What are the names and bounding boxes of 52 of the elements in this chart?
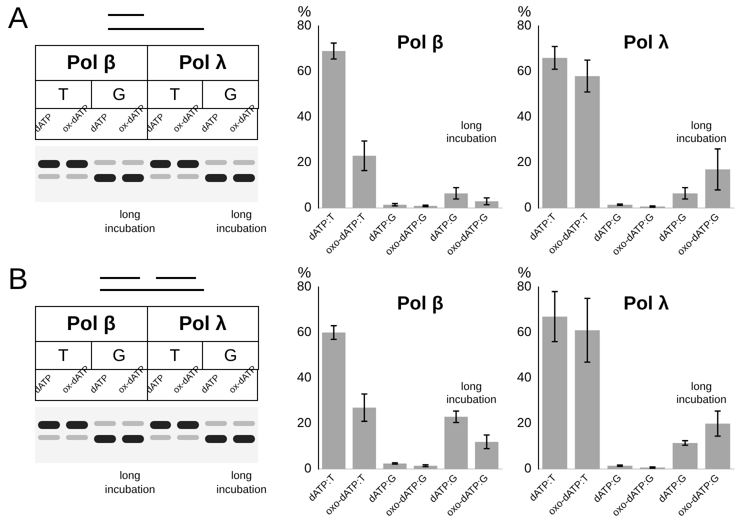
text: Pol λ bbox=[146, 306, 259, 342]
chart-title: Pol λ bbox=[624, 294, 670, 315]
bar bbox=[475, 442, 498, 470]
bar bbox=[574, 76, 600, 208]
y-tick-label: 0 bbox=[304, 200, 312, 215]
bar bbox=[574, 330, 600, 470]
chart-title: Pol β bbox=[397, 294, 444, 315]
y-tick-label: 40 bbox=[296, 370, 312, 385]
bar bbox=[352, 156, 376, 208]
y-tick-label: 40 bbox=[296, 108, 312, 124]
text: long incubation bbox=[215, 469, 268, 497]
text: Pol β bbox=[35, 306, 148, 342]
y-tick-label: 60 bbox=[516, 63, 532, 78]
y-tick-label: 20 bbox=[516, 415, 532, 430]
y-tick-label: 60 bbox=[516, 324, 532, 340]
bar bbox=[322, 51, 346, 208]
text: Pol λ bbox=[146, 45, 259, 81]
chart-title: Pol λ bbox=[624, 32, 670, 54]
chart-title: Pol β bbox=[397, 32, 444, 54]
bar bbox=[607, 204, 632, 208]
bar bbox=[672, 193, 698, 208]
y-tick-label: 20 bbox=[516, 154, 532, 170]
annotation: long incubation bbox=[676, 120, 726, 146]
text: long incubation bbox=[104, 208, 156, 236]
bar bbox=[352, 408, 376, 470]
bar bbox=[607, 466, 632, 470]
y-tick-label: 60 bbox=[296, 63, 312, 78]
y-tick-label: 0 bbox=[304, 460, 312, 476]
bar bbox=[444, 416, 468, 470]
y-tick-label: 0 bbox=[524, 460, 532, 476]
text: long incubation bbox=[215, 208, 268, 236]
bar bbox=[444, 193, 468, 208]
y-tick-label: 40 bbox=[516, 108, 532, 124]
bar bbox=[383, 463, 407, 470]
text: Pol β bbox=[35, 45, 148, 81]
bar bbox=[705, 169, 730, 208]
bar bbox=[542, 316, 568, 470]
annotation: long incubation bbox=[446, 381, 496, 406]
bar bbox=[705, 424, 730, 470]
text: B bbox=[8, 263, 28, 297]
y-tick-label: 20 bbox=[296, 415, 312, 430]
annotation: long incubation bbox=[446, 120, 496, 146]
text: A bbox=[8, 2, 28, 36]
bar bbox=[322, 332, 346, 470]
y-tick-label: 20 bbox=[296, 154, 312, 170]
y-tick-label: 60 bbox=[296, 324, 312, 340]
annotation: long incubation bbox=[676, 381, 726, 406]
y-tick-label: 0 bbox=[524, 200, 532, 215]
y-tick-label: 40 bbox=[516, 370, 532, 385]
text: long incubation bbox=[104, 469, 156, 497]
bar bbox=[542, 58, 568, 208]
bar bbox=[672, 442, 698, 470]
